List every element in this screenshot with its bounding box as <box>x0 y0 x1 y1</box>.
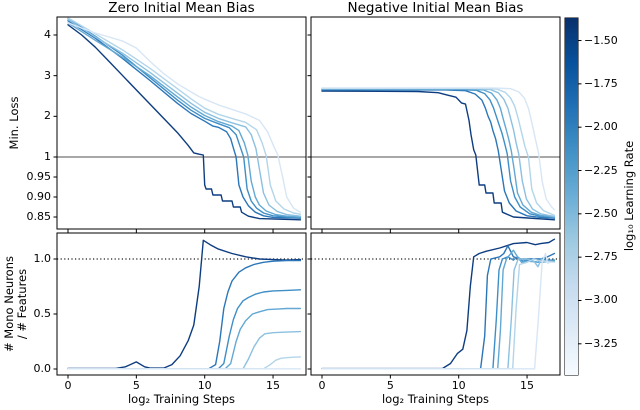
series-line-lr-2.5 <box>67 22 302 218</box>
series-line-lr-2.5 <box>321 249 556 370</box>
y-tick-label: 1 <box>44 150 51 163</box>
colorbar-tick-label: −1.50 <box>584 33 618 47</box>
series-line-lr-2.25 <box>321 88 556 219</box>
axes-frame <box>310 232 561 376</box>
axes-frame <box>310 16 561 230</box>
subplot-title-right: Negative Initial Mean Bias <box>347 0 524 16</box>
y-tick-label: 0.5 <box>33 307 52 320</box>
x-tick-label: 0 <box>318 379 326 392</box>
y-tick-label: 0.0 <box>33 362 52 375</box>
series-line-lr-2 <box>321 89 556 219</box>
x-tick-label: 0 <box>64 379 72 392</box>
colorbar-tick-label: −1.75 <box>584 76 618 90</box>
series-line-lr-2.75 <box>67 330 302 370</box>
series-line-lr-2 <box>67 20 302 219</box>
series-line-lr-3.25 <box>321 87 556 211</box>
x-axis-label-left: log₂ Training Steps <box>127 392 235 406</box>
series-line-lr-2.75 <box>67 18 302 217</box>
x-tick-label: 10 <box>451 379 466 392</box>
series-line-lr-3 <box>67 356 302 370</box>
x-axis-label-right: log₂ Training Steps <box>381 392 489 406</box>
series-line-lr-2.25 <box>67 18 302 219</box>
y-tick-label: 0.90 <box>26 190 52 203</box>
series-line-lr-2.25 <box>321 256 556 370</box>
series-line-lr-3.25 <box>321 252 556 370</box>
series-line-lr-3.25 <box>67 22 302 213</box>
series-line-lr-3 <box>321 258 556 370</box>
colorbar-tick-label: −2.50 <box>584 206 618 220</box>
y-axis-label-bottom-row: # Mono Neurons / # Features <box>2 256 29 352</box>
series-line-lr-1.5 <box>67 24 302 221</box>
x-tick-label: 5 <box>132 379 140 392</box>
y-tick-label: 0.85 <box>26 210 52 223</box>
axes-frame <box>56 232 307 376</box>
y-tick-label: 4 <box>44 27 51 41</box>
y-tick-label: 1.0 <box>33 252 52 265</box>
x-tick-label: 15 <box>266 379 281 392</box>
x-tick-label: 10 <box>197 379 212 392</box>
colorbar-tick-label: −2.25 <box>584 163 618 177</box>
x-tick-label: 15 <box>520 379 535 392</box>
colorbar-label: log₁₀ Learning Rate <box>622 140 636 252</box>
subplot-title-left: Zero Initial Mean Bias <box>108 0 255 16</box>
colorbar-tick-label: −3.00 <box>584 293 618 307</box>
colorbar-tick-label: −2.00 <box>584 120 618 134</box>
x-tick-label: 5 <box>386 379 394 392</box>
series-line-lr-3 <box>67 17 302 215</box>
series-line-lr-2.5 <box>67 307 302 370</box>
series-line-lr-2 <box>67 259 302 370</box>
series-line-lr-1.5 <box>67 239 302 370</box>
series-line-lr-2 <box>321 245 556 370</box>
series-line-lr-2.75 <box>321 258 556 370</box>
y-tick-label: 2 <box>44 109 51 123</box>
colorbar-gradient <box>565 18 578 375</box>
colorbar-tick-label: −2.75 <box>584 250 618 264</box>
y-tick-label: 0.95 <box>26 170 52 183</box>
series-line-lr-2.25 <box>67 289 302 370</box>
series-line-lr-2.75 <box>321 87 556 218</box>
series-line-lr-2.5 <box>321 88 556 218</box>
y-tick-label: 3 <box>44 68 51 82</box>
y-axis-label-bottom-line2: / # Features <box>15 268 29 340</box>
series-line-lr-1.5 <box>321 90 556 221</box>
series-line-lr-1.5 <box>321 238 556 370</box>
axes-frame <box>56 16 307 230</box>
colorbar-tick-label: −3.25 <box>584 336 618 350</box>
series-line-lr-3 <box>321 87 556 217</box>
